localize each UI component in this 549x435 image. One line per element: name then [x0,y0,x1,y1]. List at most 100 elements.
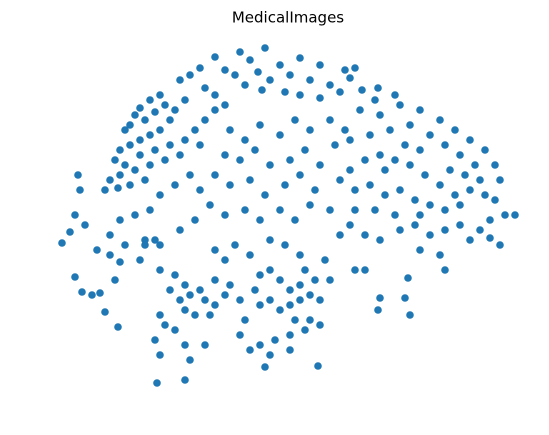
point [496,176,504,184]
point [311,186,319,194]
point [146,131,154,139]
point [391,91,399,99]
point [491,196,499,204]
point [306,201,314,209]
point [276,131,284,139]
point [156,126,164,134]
point [156,351,164,359]
point [88,291,96,299]
point [441,266,449,274]
point [121,161,129,169]
point [426,131,434,139]
point [401,141,409,149]
point [211,246,219,254]
point [126,141,134,149]
point [258,86,266,94]
point [456,201,464,209]
point [186,71,194,79]
point [181,136,189,144]
point [446,166,454,174]
point [266,76,274,84]
point [346,74,354,82]
point [116,146,124,154]
point [141,241,149,249]
point [371,206,379,214]
point [196,64,204,72]
point [321,256,329,264]
point [358,86,366,94]
point [351,266,359,274]
point [58,239,66,247]
point [106,231,114,239]
point [281,241,289,249]
point [136,256,144,264]
point [141,176,149,184]
point [361,266,369,274]
point [151,336,159,344]
point [346,221,354,229]
point [356,106,364,114]
point [331,141,339,149]
point [401,294,409,302]
point [296,281,304,289]
point [326,81,334,89]
point [441,141,449,149]
point [211,276,219,284]
point [256,216,264,224]
point [181,281,189,289]
point [151,236,159,244]
point [316,161,324,169]
point [466,136,474,144]
point [176,151,184,159]
point [266,351,274,359]
point [256,301,264,309]
point [296,296,304,304]
point [451,191,459,199]
point [156,266,164,274]
point [121,126,129,134]
point [101,186,109,194]
point [246,176,254,184]
point [306,291,314,299]
point [136,151,144,159]
point [146,96,154,104]
point [166,116,174,124]
point [161,321,169,329]
point [156,191,164,199]
point [416,146,424,154]
point [374,306,382,314]
point [211,301,219,309]
point [76,186,84,194]
point [406,161,414,169]
point [266,266,274,274]
point [411,196,419,204]
point [201,116,209,124]
point [176,76,184,84]
point [231,241,239,249]
point [66,228,74,236]
point [146,161,154,169]
point [286,346,294,354]
point [176,296,184,304]
point [281,88,289,96]
point [296,54,304,62]
point [271,336,279,344]
point [286,301,294,309]
point [151,108,159,116]
point [391,156,399,164]
point [151,146,159,154]
chart-title: MedicalImages [232,9,344,27]
point [436,181,444,189]
point [106,251,114,259]
point [346,136,354,144]
point [366,131,374,139]
point [236,48,244,56]
point [381,191,389,199]
point [451,126,459,134]
point [381,166,389,174]
point [241,81,249,89]
point [336,231,344,239]
point [351,64,359,72]
point [146,206,154,214]
point [161,101,169,109]
